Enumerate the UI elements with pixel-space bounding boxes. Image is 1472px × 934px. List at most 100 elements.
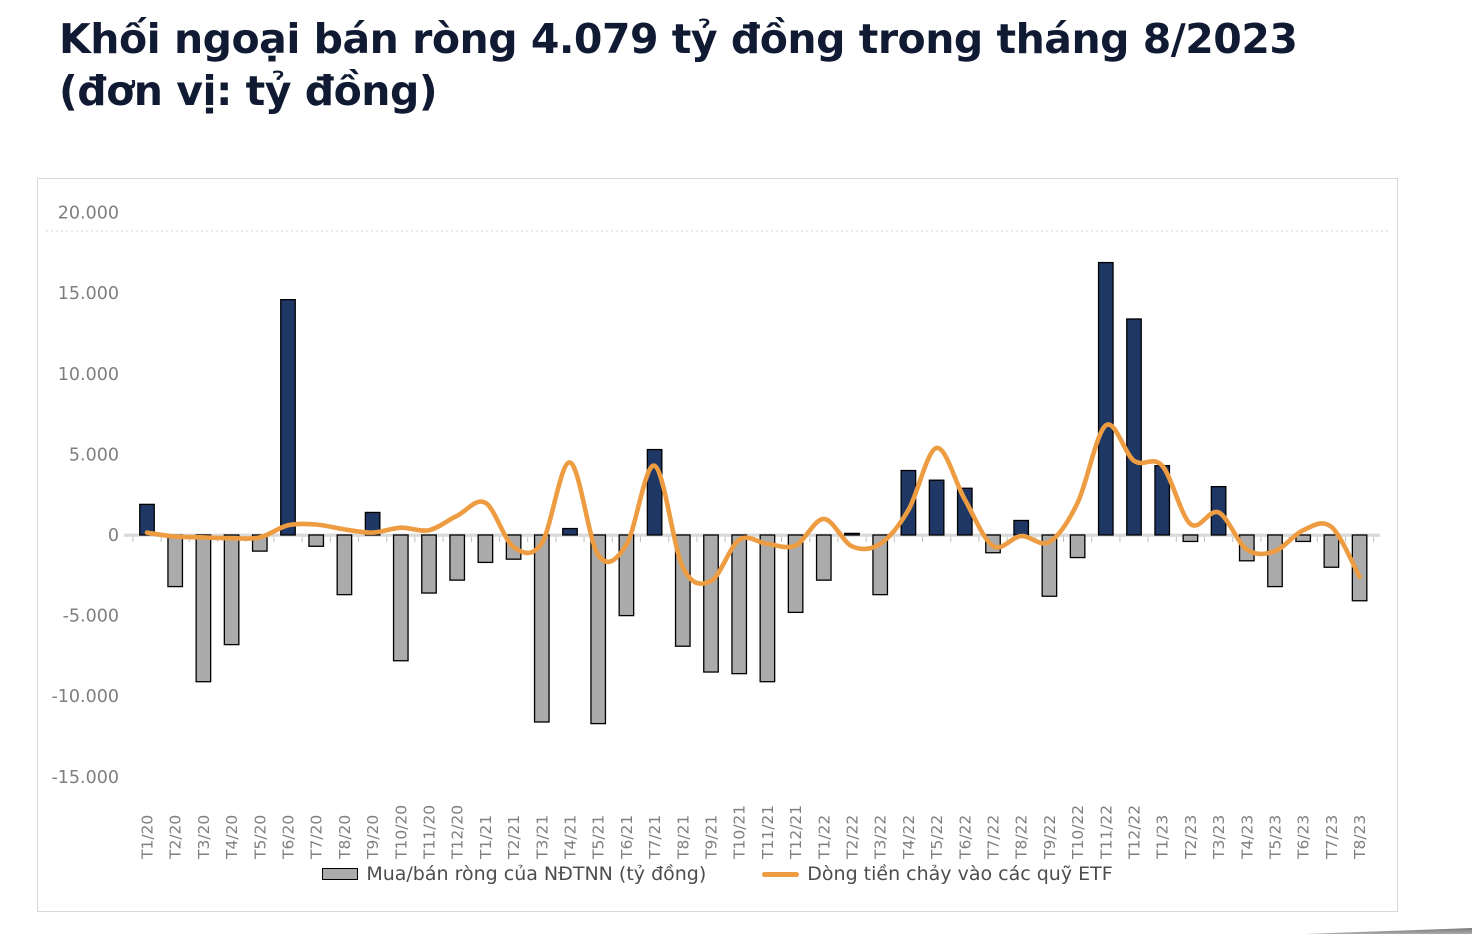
x-axis-label: T6/21 [618, 815, 636, 860]
bar [421, 534, 437, 594]
bar [1097, 261, 1114, 536]
x-axis-label: T5/23 [1267, 815, 1285, 860]
y-axis-label: 15.000 [58, 284, 119, 304]
bar [872, 534, 889, 596]
x-axis-label: T5/22 [928, 815, 946, 860]
x-axis-label: T4/22 [900, 815, 918, 860]
chart-legend: Mua/bán ròng của NĐTNN (tỷ đồng) Dòng ti… [38, 863, 1397, 885]
x-axis-label: T2/22 [844, 815, 862, 860]
y-axis-label: 20.000 [58, 204, 119, 224]
bar [1323, 534, 1340, 568]
bar [308, 534, 325, 547]
combo-chart: 20.000 15.000 10.000 5.000 0 -5.000 -10.000 -15… [46, 204, 1390, 860]
legend-item-line: Dòng tiền chảy vào các quỹ ETF [762, 863, 1113, 885]
bar [364, 511, 381, 536]
x-axis-label: T1/23 [1154, 815, 1172, 860]
bar [1069, 534, 1086, 559]
x-axis-label: T10/20 [392, 805, 410, 860]
bar [1351, 534, 1368, 602]
bar [223, 534, 240, 646]
bar [167, 534, 184, 588]
bar [1013, 519, 1030, 536]
bar [815, 534, 832, 581]
bar [1182, 534, 1199, 543]
legend-line-label: Dòng tiền chảy vào các quỹ ETF [807, 863, 1113, 885]
bar [449, 534, 466, 581]
x-axis-label: T10/22 [1069, 805, 1087, 860]
x-axis-label: T6/22 [956, 815, 974, 860]
x-axis-label: T3/22 [872, 815, 890, 860]
x-axis-label: T11/21 [759, 805, 777, 860]
x-axis-label: T6/23 [1295, 815, 1313, 860]
chart-title-line2: (đơn vị: tỷ đồng) [59, 66, 438, 115]
legend-item-bars: Mua/bán ròng của NĐTNN (tỷ đồng) [322, 863, 706, 885]
x-axis-label: T12/20 [449, 805, 467, 860]
x-axis-label: T8/22 [1013, 815, 1031, 860]
legend-line-swatch [762, 871, 800, 877]
bar [336, 534, 353, 596]
page-corner-graphic [1305, 928, 1472, 934]
x-axis-label: T9/21 [703, 815, 721, 860]
bar [1041, 534, 1058, 597]
x-axis-label: T2/20 [167, 815, 185, 860]
x-axis-label: T8/23 [1351, 815, 1369, 860]
bar [195, 534, 212, 683]
x-axis-label: T10/21 [731, 805, 749, 860]
x-axis-label: T9/22 [1041, 815, 1059, 860]
y-axis-label: -5.000 [63, 607, 119, 627]
bar [618, 534, 635, 617]
bar [477, 534, 494, 564]
y-axis-label: -15.000 [51, 768, 119, 788]
x-axis-label: T12/22 [1126, 805, 1144, 860]
bar [844, 532, 860, 536]
legend-bar-swatch [322, 868, 359, 880]
bar [139, 503, 155, 536]
bar [1126, 318, 1142, 536]
bar [928, 479, 945, 536]
bar [533, 534, 550, 723]
x-axis-label: T9/20 [364, 815, 382, 860]
chart-title: Khối ngoại bán ròng 4.079 tỷ đồng trong … [59, 14, 1399, 117]
x-axis-label: T7/22 [985, 815, 1003, 860]
bar [646, 448, 663, 536]
x-axis-label: T2/23 [1182, 815, 1200, 860]
x-axis-label: T2/21 [505, 815, 523, 860]
x-axis-label: T1/21 [477, 815, 495, 860]
x-axis-label: T1/22 [815, 815, 833, 860]
x-axis-label: T5/20 [251, 815, 269, 860]
x-axis-label: T11/20 [421, 805, 439, 860]
x-axis-label: T4/20 [223, 815, 241, 860]
legend-bar-label: Mua/bán ròng của NĐTNN (tỷ đồng) [366, 863, 707, 885]
y-axis-label: -10.000 [51, 687, 119, 707]
chart-title-line1: Khối ngoại bán ròng 4.079 tỷ đồng trong … [59, 15, 1298, 63]
y-axis-label: 5.000 [69, 445, 119, 465]
chart-container: 20.000 15.000 10.000 5.000 0 -5.000 -10.000 -15… [37, 178, 1398, 912]
y-axis-label: 0 [108, 526, 119, 546]
x-axis-label: T7/21 [646, 815, 664, 860]
x-axis-label: T7/23 [1323, 815, 1341, 860]
bar [759, 534, 776, 683]
bar [392, 534, 409, 662]
x-axis-label: T6/20 [280, 815, 298, 860]
bar [590, 534, 607, 725]
bar [703, 534, 719, 673]
bar [787, 534, 804, 614]
bar [1267, 534, 1283, 588]
bar [562, 527, 578, 536]
x-axis-label: T8/21 [674, 815, 692, 860]
x-axis-label: T11/22 [1097, 805, 1115, 860]
x-axis-label: T8/20 [336, 815, 354, 860]
etf-flow-line [144, 422, 1362, 586]
x-axis-label: T12/21 [787, 805, 805, 860]
y-axis-label: 10.000 [58, 365, 119, 385]
x-axis-label: T4/21 [562, 815, 580, 860]
x-axis-label: T3/21 [533, 815, 551, 860]
x-axis-label: T4/23 [1238, 815, 1256, 860]
x-axis-label: T1/20 [139, 815, 157, 860]
bar [731, 534, 748, 675]
x-axis-label: T3/23 [1210, 815, 1228, 860]
x-axis-label: T5/21 [590, 815, 608, 860]
x-axis-label: T3/20 [195, 815, 213, 860]
bar [280, 298, 296, 536]
